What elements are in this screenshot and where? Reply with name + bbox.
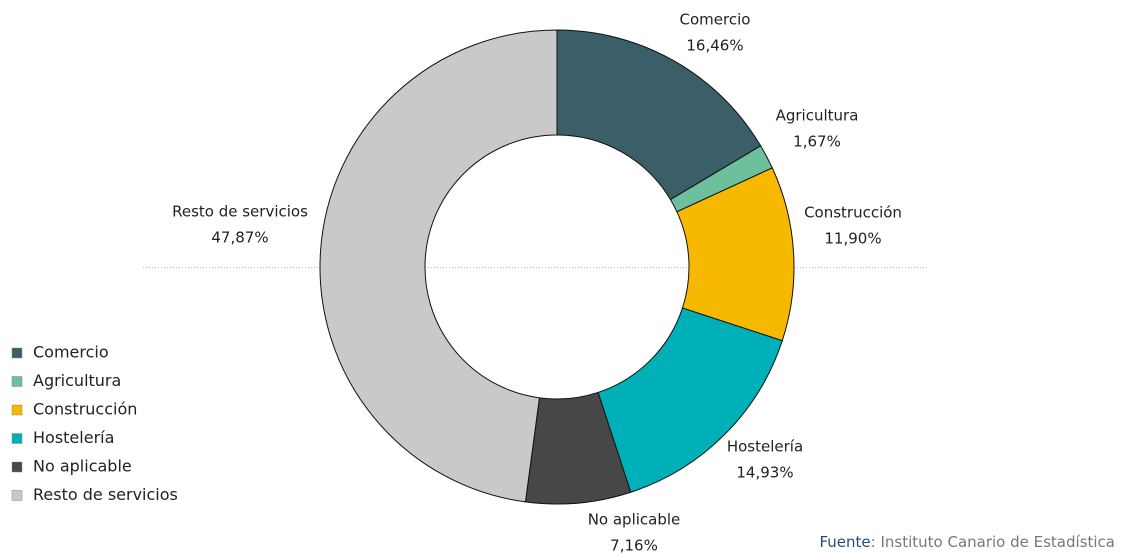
slice-label: Agricultura [776,107,859,125]
source: Fuente: Instituto Canario de Estadística [819,533,1115,551]
slice [556,29,762,201]
value-label: 11,90% [824,230,881,248]
legend-swatch [11,490,23,501]
slice [597,307,783,493]
legend-swatch [11,433,23,444]
legend-swatch [11,461,23,473]
slice [319,29,558,503]
legend-label: No aplicable [33,457,132,476]
source-label: Fuente [819,533,870,551]
slice-label: Hostelería [727,438,803,456]
slice-label: Construcción [804,204,902,222]
legend-label: Comercio [33,343,109,362]
legend-swatch [11,404,23,416]
legend-label: Agricultura [33,371,121,390]
slice-label: Resto de servicios [172,203,308,221]
slice-label: No aplicable [588,511,681,529]
source-text: : Instituto Canario de Estadística [871,533,1115,551]
legend-label: Construcción [33,400,137,419]
value-label: 7,16% [610,537,658,553]
legend-swatch [11,347,23,359]
value-label: 1,67% [793,133,841,151]
value-label: 14,93% [736,464,793,482]
value-label: 47,87% [211,229,268,247]
legend-label: Resto de servicios [33,485,178,504]
slice-label: Comercio [680,11,751,29]
legend-swatch [11,376,23,387]
value-label: 16,46% [686,37,743,55]
legend-label: Hostelería [33,428,114,447]
